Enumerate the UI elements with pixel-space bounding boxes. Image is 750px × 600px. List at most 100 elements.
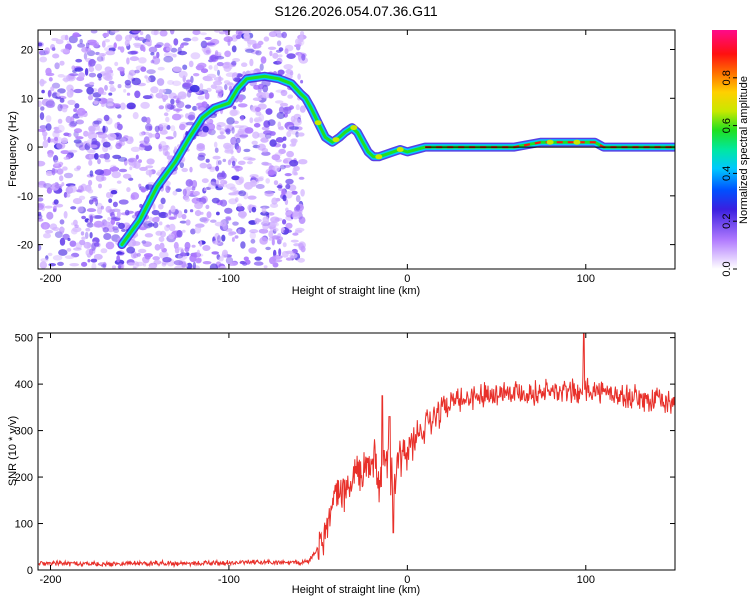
noise-speck xyxy=(185,121,195,126)
noise-speck xyxy=(182,37,192,42)
noise-speck xyxy=(255,50,262,56)
noise-speck xyxy=(97,262,107,267)
noise-speck xyxy=(137,37,146,41)
noise-speck xyxy=(181,213,187,220)
noise-speck xyxy=(139,166,148,171)
noise-speck xyxy=(158,88,163,96)
noise-speck xyxy=(118,168,128,173)
noise-speck xyxy=(192,261,196,269)
noise-speck xyxy=(140,66,147,72)
noise-speck xyxy=(128,69,137,76)
noise-speck xyxy=(285,257,293,261)
noise-speck xyxy=(197,95,205,100)
noise-speck xyxy=(262,216,270,224)
noise-speck xyxy=(210,219,217,223)
noise-speck xyxy=(186,262,193,269)
snr-x-label: Height of straight line (km) xyxy=(292,584,420,596)
noise-speck xyxy=(112,201,118,208)
noise-speck xyxy=(278,248,282,256)
noise-speck xyxy=(260,56,267,64)
noise-speck xyxy=(103,233,112,240)
noise-speck xyxy=(62,166,68,171)
chart-title: S126.2026.054.07.36.G11 xyxy=(274,3,437,19)
noise-speck xyxy=(38,128,47,132)
noise-speck xyxy=(287,94,294,99)
noise-speck xyxy=(127,262,135,266)
noise-speck xyxy=(109,84,115,89)
noise-speck xyxy=(254,256,262,261)
snr-x-ticks: -200 -100 0 100 xyxy=(39,333,595,586)
noise-speck xyxy=(221,234,226,242)
noise-speck xyxy=(225,217,232,221)
noise-speck xyxy=(203,187,207,192)
noise-speck xyxy=(149,125,153,131)
noise-speck xyxy=(215,180,220,185)
noise-speck xyxy=(104,221,111,227)
noise-speck xyxy=(83,52,88,60)
noise-speck xyxy=(174,146,178,153)
noise-speck xyxy=(284,173,292,177)
noise-speck xyxy=(85,227,91,232)
noise-speck xyxy=(51,82,61,89)
noise-speck xyxy=(261,206,267,214)
noise-speck xyxy=(164,151,170,157)
noise-speck xyxy=(205,158,210,163)
noise-speck xyxy=(282,136,287,141)
noise-speck xyxy=(52,208,57,213)
noise-speck xyxy=(243,148,251,153)
noise-speck xyxy=(109,166,119,173)
noise-speck xyxy=(279,102,289,107)
noise-speck xyxy=(57,103,63,112)
noise-speck xyxy=(108,198,113,203)
noise-speck xyxy=(280,89,288,97)
noise-speck xyxy=(217,69,220,76)
noise-speck xyxy=(220,219,227,227)
noise-speck xyxy=(153,30,158,36)
noise-speck xyxy=(139,131,145,137)
noise-speck xyxy=(166,103,176,110)
noise-speck xyxy=(117,265,122,269)
spectrogram-y-tick-label: 20 xyxy=(21,45,33,57)
noise-speck xyxy=(39,112,45,121)
noise-speck xyxy=(112,154,122,159)
colorbar-tick-label: 0.8 xyxy=(721,70,733,85)
noise-speck xyxy=(268,237,273,241)
noise-speck xyxy=(180,248,184,254)
noise-speck xyxy=(158,236,165,242)
noise-speck xyxy=(278,47,284,52)
snr-frame xyxy=(37,332,676,571)
noise-speck xyxy=(58,249,68,256)
noise-speck xyxy=(216,211,220,216)
noise-speck xyxy=(75,119,85,125)
noise-speck xyxy=(59,227,65,232)
noise-speck xyxy=(38,203,44,211)
noise-speck xyxy=(218,31,226,35)
noise-speck xyxy=(176,101,185,109)
noise-speck xyxy=(73,247,82,251)
noise-speck xyxy=(112,226,119,231)
noise-speck xyxy=(134,69,140,74)
noise-speck xyxy=(229,231,237,235)
noise-speck xyxy=(162,145,170,151)
noise-speck xyxy=(163,112,169,117)
noise-speck xyxy=(94,169,105,176)
noise-speck xyxy=(44,47,50,55)
noise-speck xyxy=(230,136,237,145)
noise-speck xyxy=(189,166,193,173)
noise-speck xyxy=(138,57,147,64)
noise-speck xyxy=(159,251,169,259)
noise-speck xyxy=(214,85,223,92)
noise-speck xyxy=(73,139,82,144)
noise-speck xyxy=(136,252,141,257)
noise-speck xyxy=(169,30,175,35)
noise-speck xyxy=(225,128,231,135)
noise-speck xyxy=(295,131,300,138)
noise-speck xyxy=(252,43,262,49)
noise-speck xyxy=(129,166,133,171)
snr-y-tick-label: 300 xyxy=(15,426,33,438)
noise-speck xyxy=(276,236,284,242)
noise-speck xyxy=(46,211,54,220)
noise-speck xyxy=(93,124,100,131)
noise-speck xyxy=(182,188,187,196)
snr-x-tick-label: 100 xyxy=(577,574,595,586)
